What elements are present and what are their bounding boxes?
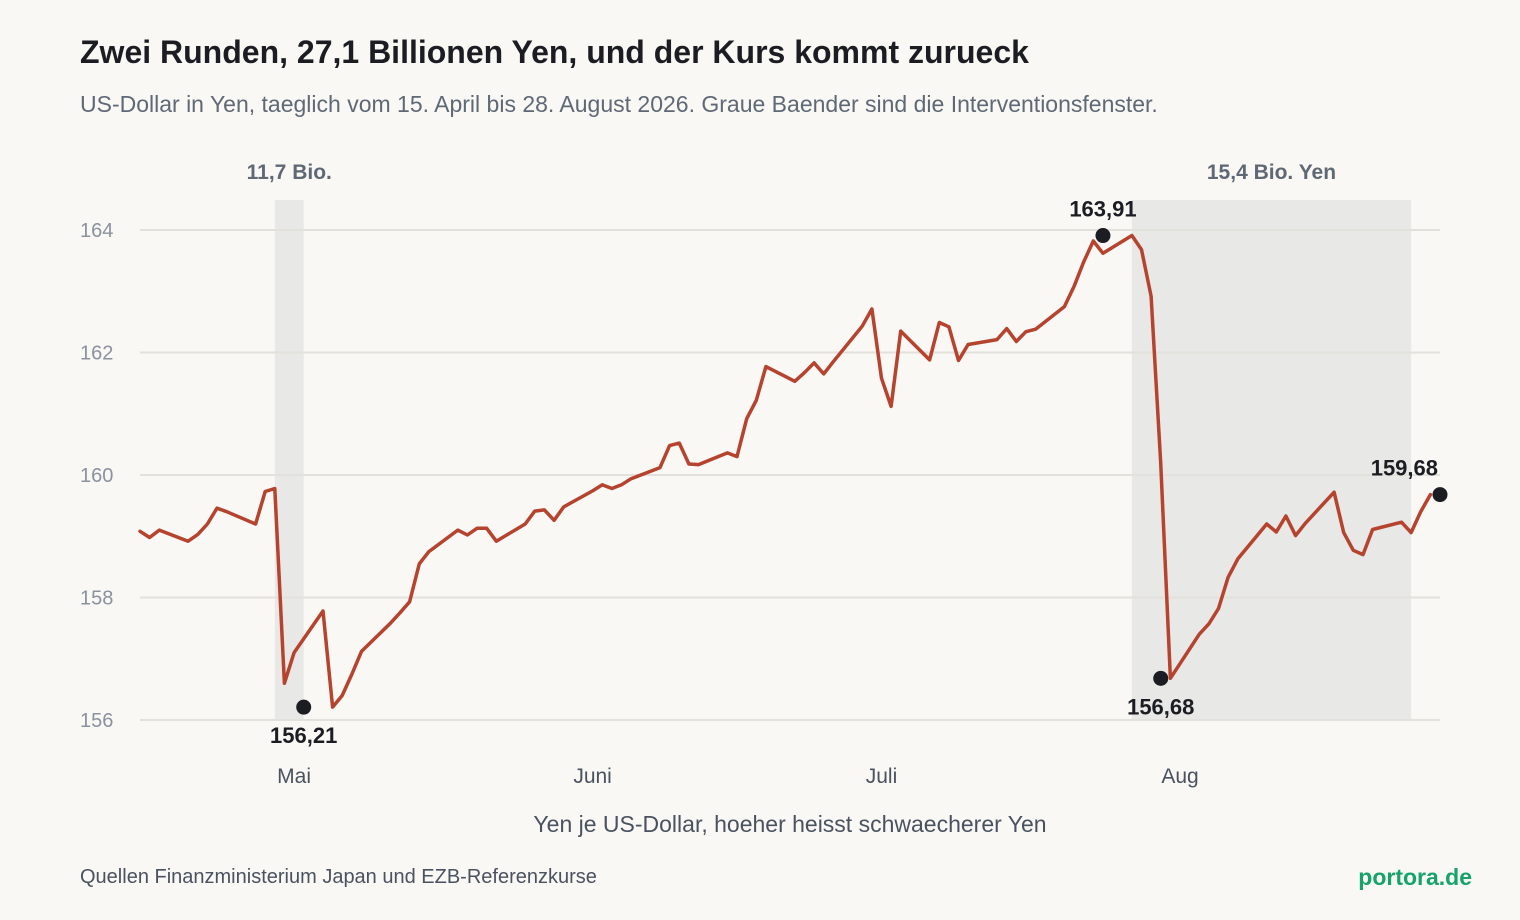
chart-title: Zwei Runden, 27,1 Billionen Yen, und der… — [80, 34, 1029, 70]
y-tick-164: 164 — [80, 220, 113, 242]
series-line-1 — [138, 233, 1433, 709]
intervention-band-1 — [274, 200, 304, 720]
annotation-label-2: 163,91 — [1069, 197, 1136, 222]
annotations: 156,21 163,91 156,68 159,68 — [270, 197, 1448, 748]
annotation-point-2 — [1095, 228, 1111, 244]
x-tick-juli: Juli — [866, 765, 898, 788]
brand-link[interactable]: portora.de — [1358, 864, 1472, 890]
x-tick-aug: Aug — [1161, 765, 1198, 788]
source-note: Quellen Finanzministerium Japan und EZB-… — [80, 866, 597, 888]
y-tick-156: 156 — [80, 710, 113, 732]
annotation-label-4: 159,68 — [1371, 456, 1438, 481]
intervention-band-label-1: 11,7 Bio. — [247, 161, 332, 184]
y-axis-ticks: 156 158 160 162 164 — [80, 220, 113, 732]
intervention-band-2 — [1131, 200, 1412, 720]
x-axis-label: Yen je US-Dollar, hoeher heisst schwaech… — [533, 811, 1046, 837]
annotation-label-1: 156,21 — [270, 723, 337, 748]
annotation-label-3: 156,68 — [1127, 694, 1194, 719]
intervention-bands: 11,7 Bio. 15,4 Bio. Yen — [247, 161, 1412, 720]
x-axis-ticks: Mai Juni Juli Aug — [277, 765, 1199, 788]
series-group — [138, 233, 1433, 709]
y-tick-162: 162 — [80, 343, 113, 365]
chart-subtitle: US-Dollar in Yen, taeglich vom 15. April… — [80, 91, 1158, 117]
y-tick-160: 160 — [80, 465, 113, 487]
y-tick-158: 158 — [80, 588, 113, 610]
x-tick-mai: Mai — [277, 765, 311, 788]
gridlines — [140, 229, 1440, 721]
intervention-band-label-2: 15,4 Bio. Yen — [1207, 161, 1336, 184]
annotation-point-3 — [1153, 670, 1169, 686]
annotation-point-1 — [296, 699, 312, 715]
x-tick-juni: Juni — [573, 765, 612, 788]
annotation-point-4 — [1432, 487, 1448, 503]
